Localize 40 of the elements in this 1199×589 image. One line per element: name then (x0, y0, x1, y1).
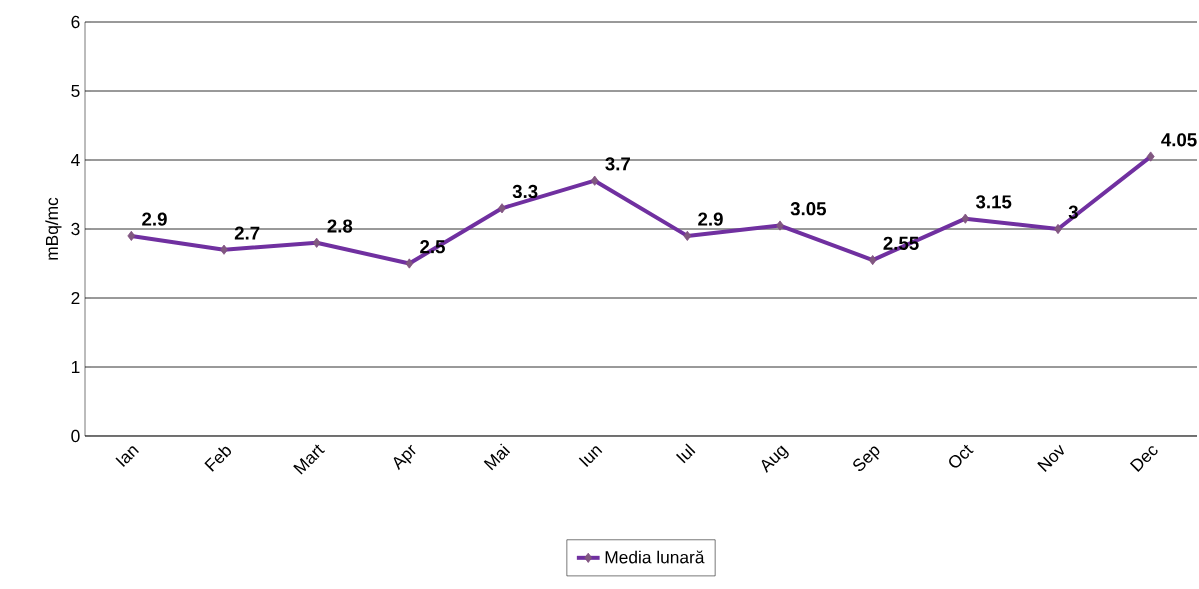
x-tick-label: Sep (853, 446, 880, 472)
data-label: 3.3 (512, 184, 538, 199)
point (498, 203, 506, 214)
y-tick-label: 5 (71, 84, 80, 98)
data-label: 3.15 (975, 195, 1012, 209)
legend-label: Media lunară (605, 550, 705, 564)
point (961, 213, 970, 224)
data-label: 3.05 (790, 202, 826, 216)
x-tick-label: Apr (393, 444, 416, 471)
data-label: 2.8 (327, 219, 353, 233)
data-label: 3.7 (605, 157, 630, 171)
y-tick-label: 4 (71, 154, 80, 166)
y-tick-label: 2 (71, 291, 80, 305)
y-tick-label: 6 (71, 15, 80, 29)
point (776, 220, 784, 231)
x-tick-label: Iun (578, 446, 603, 467)
point (405, 258, 414, 269)
y-tick-label: 1 (71, 361, 80, 373)
point (1146, 151, 1155, 162)
data-label: 2.9 (698, 212, 723, 226)
point (683, 230, 692, 241)
x-tick-label: Feb (204, 446, 232, 472)
y-tick-label: 0 (71, 429, 80, 443)
data-label: 4.05 (1161, 133, 1197, 147)
point (312, 237, 321, 248)
y-tick-label: 3 (71, 222, 80, 236)
x-tick-label: Mai (483, 443, 511, 471)
data-label: 2.9 (142, 212, 167, 226)
x-tick-label: Aug (761, 445, 789, 473)
point (220, 244, 228, 255)
x-tick-label: Nov (1037, 444, 1064, 472)
point (868, 254, 877, 266)
point (590, 175, 599, 186)
x-tick-label: Dec (1129, 446, 1158, 472)
x-tick-label: Iul (675, 443, 696, 464)
data-label: 2.7 (234, 226, 260, 240)
x-tick-label: Oct (949, 444, 974, 468)
point (127, 230, 136, 241)
x-tick-label: Ian (115, 446, 139, 467)
y-axis-title: mBq/mc (45, 197, 62, 260)
